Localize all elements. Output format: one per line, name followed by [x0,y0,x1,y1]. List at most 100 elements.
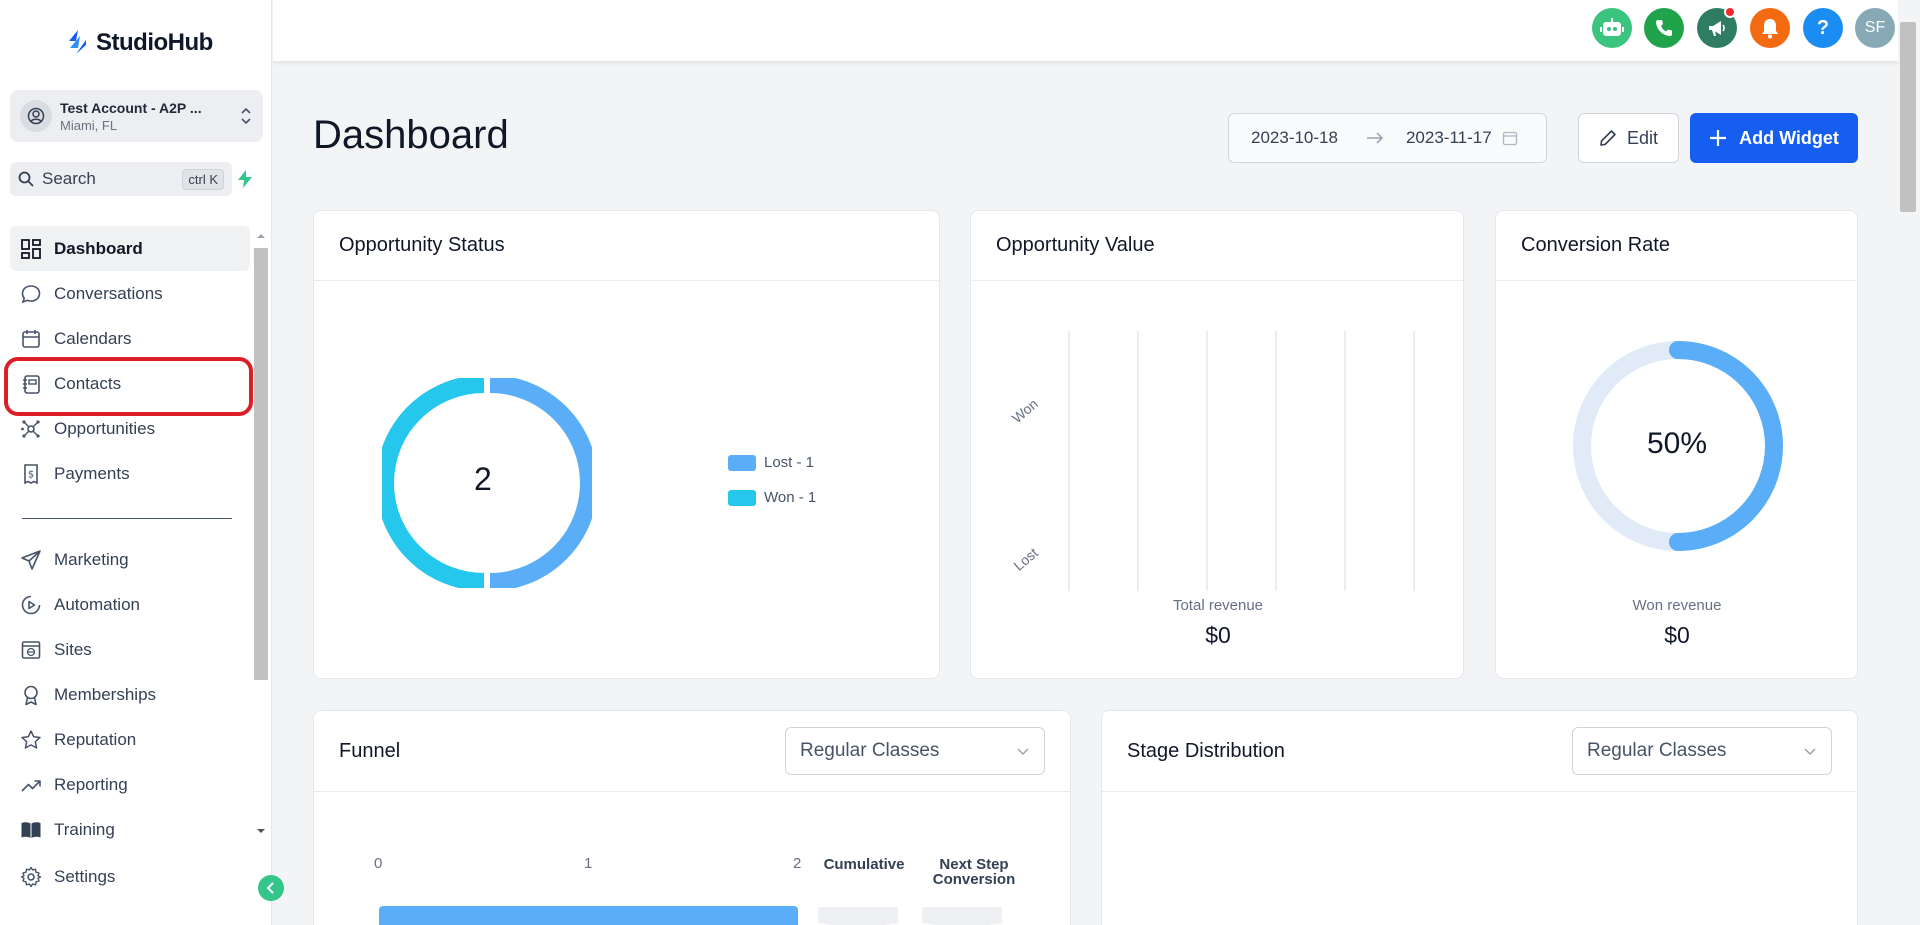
sidebar-item-contacts[interactable]: Contacts [10,361,250,406]
user-initials: SF [1864,19,1886,36]
legend-item-won[interactable]: Won - 1 [728,480,816,515]
scroll-arrows-icon [257,234,265,833]
account-user-icon [27,107,45,125]
sidebar-item-label: Opportunities [54,418,156,438]
page-scrollbar[interactable] [1898,0,1920,925]
legend-swatch-won [728,489,756,506]
chevron-left-icon [266,882,274,894]
brand-name: StudioHub [96,29,213,56]
conversion-rate-gauge[interactable] [1573,341,1783,551]
calendar-icon [1502,131,1517,146]
sidebar-item-label: Dashboard [54,238,143,258]
funnel-col-cumulative: Cumulative [823,856,905,873]
stage-pipeline-select[interactable]: Regular Classes [1572,727,1832,775]
opportunity-value-chart[interactable]: $0$0.2$0.4$0.6$0.8$1WonLost [971,281,1464,591]
sidebar-item-settings[interactable]: Settings [20,866,115,888]
sidebar-item-calendars[interactable]: Calendars [10,316,250,361]
legend-swatch-lost [728,454,756,471]
sidebar-item-label: Reporting [54,774,128,794]
sidebar-item-label: Reputation [54,729,137,749]
widget-title: Conversion Rate [1521,234,1670,256]
account-switcher[interactable]: Test Account - A2P ... Miami, FL [10,90,263,142]
help-button[interactable]: ? [1803,8,1843,48]
legend-label: Won - 1 [764,489,817,506]
user-avatar[interactable]: SF [1855,8,1895,48]
star-icon [21,729,41,749]
contacts-book-icon [23,374,40,394]
sidebar-item-reporting[interactable]: Reporting [10,762,250,807]
brand-logo[interactable]: StudioHub [66,28,213,58]
stage-distribution-widget: Stage Distribution Regular Classes [1101,710,1858,925]
sidebar-item-memberships[interactable]: Memberships [10,672,250,717]
funnel-bar[interactable] [379,906,798,925]
pencil-icon [1600,130,1616,146]
legend-label: Lost - 1 [764,454,815,471]
phone-icon [1656,20,1672,36]
sidebar-item-training[interactable]: Training [10,807,250,852]
donut-slice-lost [489,378,592,588]
award-icon [24,685,38,705]
date-start[interactable]: 2023-10-18 [1251,128,1338,147]
quick-actions-button[interactable] [232,166,258,192]
edit-dashboard-button[interactable]: Edit [1578,113,1679,163]
widget-title: Funnel [339,739,401,762]
date-range-picker[interactable]: 2023-10-18 2023-11-17 [1228,113,1547,163]
opportunities-icon [21,419,40,438]
y-category-label: Lost [1010,544,1041,573]
funnel-col-next-step-line1: Next Step [939,856,1009,873]
opportunity-status-donut[interactable] [382,378,592,588]
opportunity-status-widget: Opportunity Status 2 Lost - 1 Won - 1 [313,210,940,679]
add-widget-button[interactable]: Add Widget [1690,113,1858,163]
funnel-pipeline-select[interactable]: Regular Classes [785,727,1045,775]
edit-label: Edit [1626,127,1659,148]
funnel-tick: 0 [374,855,383,872]
sidebar-item-label: Training [54,819,115,839]
conversion-percent: 50% [1646,427,1708,460]
notifications-button[interactable] [1750,8,1790,48]
sidebar-scrollbar-thumb[interactable] [254,248,268,680]
sidebar-item-label: Marketing [54,549,129,569]
phone-button[interactable] [1644,8,1684,48]
notification-dot [1724,6,1736,18]
ai-bot-button[interactable] [1592,8,1632,48]
legend-item-lost[interactable]: Lost - 1 [728,445,816,480]
search-input[interactable]: Search ctrl K [10,162,232,196]
search-label: Search [42,169,96,188]
page-scrollbar-thumb[interactable] [1900,22,1916,212]
gear-icon [20,866,42,888]
dashboard-icon [21,238,41,259]
sidebar-item-payments[interactable]: $ Payments [10,451,250,496]
contacts-highlight-annotation [4,357,253,416]
megaphone-icon [1709,21,1725,36]
collapse-sidebar-button[interactable] [258,875,284,901]
sidebar-item-reputation[interactable]: Reputation [10,717,250,762]
conversion-rate-widget: Conversion Rate 50% Won revenue $0 [1495,210,1858,679]
lightning-icon [238,170,252,188]
add-widget-label: Add Widget [1739,127,1839,148]
won-revenue-value: $0 [1664,622,1690,648]
sidebar-item-conversations[interactable]: Conversations [10,271,250,316]
plus-icon [1710,130,1727,146]
send-icon [21,549,41,570]
sidebar-item-automation[interactable]: Automation [10,582,250,627]
ai-bot-icon [1600,18,1624,36]
page-title: Dashboard [313,113,509,157]
funnel-col-next-step-line2: Conversion [932,871,1016,888]
total-revenue-value: $0 [1205,622,1231,648]
sidebar-item-sites[interactable]: Sites [10,627,250,672]
sidebar-item-label: Calendars [54,328,132,348]
won-revenue-caption: Won revenue [1632,597,1722,614]
sidebar-scrollbar[interactable] [252,228,270,842]
sidebar-item-label: Payments [54,463,130,483]
chevron-down-icon [1804,748,1816,756]
sidebar-item-opportunities[interactable]: Opportunities [10,406,250,451]
funnel-tick: 2 [793,855,802,872]
funnel-widget: Funnel Regular Classes 0 1 2 Cumulative … [313,710,1071,925]
search-icon [18,171,34,187]
sidebar-item-dashboard[interactable]: Dashboard [10,226,250,271]
announcements-button[interactable] [1697,6,1737,48]
payments-icon: $ [24,463,38,484]
date-end[interactable]: 2023-11-17 [1405,128,1492,147]
settings-label: Settings [54,867,116,886]
sidebar-item-marketing[interactable]: Marketing [10,537,250,582]
